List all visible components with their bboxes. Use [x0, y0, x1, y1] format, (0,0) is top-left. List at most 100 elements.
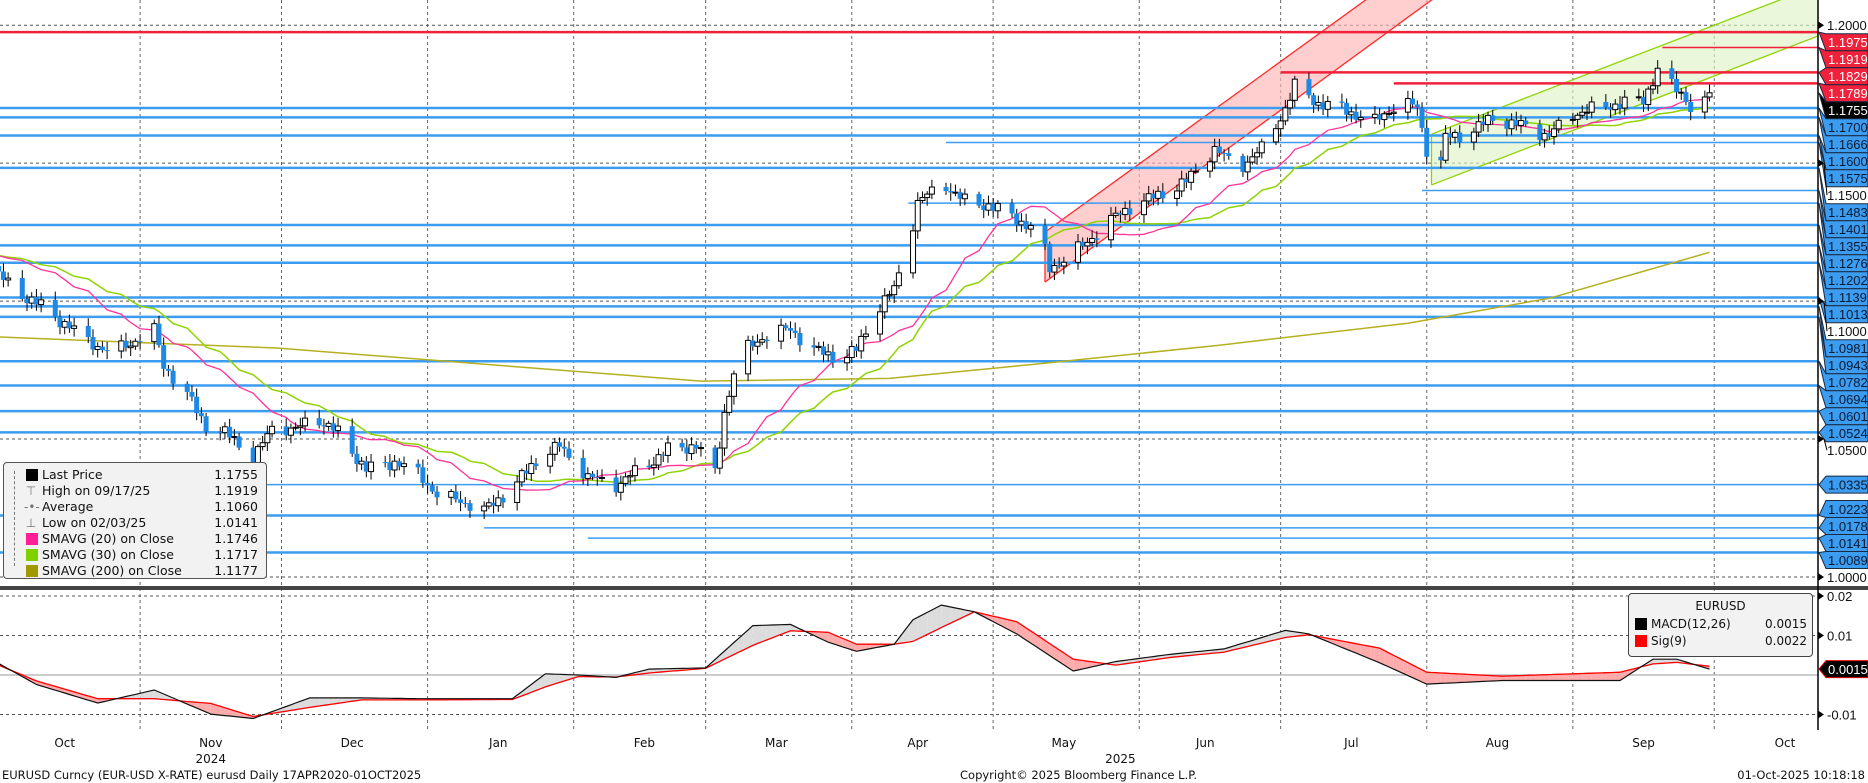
- legend-row: SMAVG (20) on Close 1.1746: [14, 531, 260, 547]
- macd-histogram-fill: [1577, 673, 1583, 681]
- macd-histogram-fill: [724, 646, 730, 660]
- candle-down: [792, 330, 798, 333]
- level-price-label: [1818, 316, 1868, 375]
- macd-histogram-fill: [1610, 672, 1616, 681]
- macd-histogram-fill: [224, 707, 230, 717]
- candle-down: [458, 499, 464, 503]
- candle-up: [650, 464, 657, 468]
- month-label: Oct: [54, 736, 75, 750]
- candle-down: [561, 446, 567, 449]
- candle-down: [316, 418, 322, 426]
- candle-down: [1414, 104, 1420, 108]
- macd-histogram-fill: [1266, 634, 1272, 642]
- candle-down: [429, 485, 435, 492]
- macd-histogram-fill: [1063, 652, 1069, 668]
- candle-up: [1140, 200, 1147, 216]
- candle-down: [283, 426, 289, 436]
- candle-down: [1377, 114, 1383, 120]
- macd-histogram-fill: [328, 697, 334, 705]
- candle-down: [363, 461, 369, 472]
- macd-histogram-fill: [1280, 630, 1286, 639]
- tick-arrow-icon: [1818, 297, 1824, 306]
- candle-down: [349, 426, 355, 454]
- macd-last-label: [1818, 660, 1868, 679]
- macd-histogram-fill: [757, 625, 763, 644]
- legend-value: 1.1717: [214, 547, 258, 562]
- candle-down: [24, 299, 30, 304]
- macd-histogram-fill: [187, 701, 192, 707]
- macd-histogram-fill: [1059, 649, 1064, 665]
- level-price-label: [1818, 424, 1868, 443]
- candle-up: [891, 285, 898, 296]
- candle-down: [321, 425, 327, 427]
- macd-histogram-fill: [1035, 634, 1041, 650]
- candle-up: [914, 199, 921, 232]
- macd-histogram-fill: [1445, 673, 1451, 684]
- candle-up: [1291, 78, 1298, 101]
- candle-down: [1150, 193, 1156, 199]
- candle-down: [161, 345, 167, 369]
- candle-down: [1546, 133, 1552, 137]
- macd-histogram-fill: [1450, 673, 1456, 683]
- candle-up: [1173, 190, 1180, 199]
- macd-histogram-fill: [1374, 647, 1380, 663]
- macd-histogram-fill: [1652, 659, 1658, 664]
- candle-up: [778, 324, 785, 342]
- macd-histogram-fill: [1360, 644, 1366, 657]
- macd-histogram-fill: [319, 697, 324, 707]
- candle-up: [1348, 111, 1355, 116]
- price-tick-label: 1.0000: [1827, 570, 1867, 585]
- candle-up: [919, 197, 926, 201]
- legend-label: High on 09/17/25: [42, 483, 151, 498]
- macd-label: MACD(12,26): [1651, 617, 1731, 631]
- level-price-label: [1818, 500, 1868, 518]
- legend-label: Last Price: [42, 467, 103, 482]
- macd-tick-label: 0.01: [1827, 629, 1852, 644]
- macd-histogram-fill: [1671, 659, 1677, 663]
- macd-histogram-fill: [941, 605, 947, 628]
- level-price-label: [1818, 245, 1868, 290]
- macd-histogram-fill: [649, 668, 654, 674]
- candle-up: [1485, 114, 1492, 126]
- candle-down: [976, 194, 982, 206]
- candle-up: [754, 341, 761, 347]
- level-price-value: 1.0141: [1828, 536, 1868, 551]
- macd-histogram-fill: [771, 624, 777, 639]
- candle-up: [1555, 119, 1562, 130]
- macd-histogram-fill: [1290, 631, 1295, 637]
- candle-down: [1160, 191, 1166, 199]
- month-label: Jan: [488, 736, 508, 750]
- macd-histogram-fill: [1040, 637, 1045, 653]
- signal-value: 0.0022: [1765, 634, 1807, 648]
- candle-down: [66, 321, 72, 329]
- legend-value: 1.1177: [214, 563, 258, 578]
- macd-histogram-fill: [865, 644, 871, 650]
- macd-histogram-fill: [1601, 672, 1606, 681]
- candle-up: [1508, 119, 1515, 130]
- macd-histogram-fill: [1483, 675, 1489, 682]
- candle-up: [94, 346, 101, 351]
- candle-up: [325, 422, 332, 427]
- candle-up: [127, 345, 134, 349]
- candle-down: [948, 191, 954, 193]
- tick-arrow-icon: [1818, 573, 1824, 581]
- level-price-label: [1818, 361, 1868, 392]
- candle-down: [85, 325, 91, 338]
- macd-histogram-fill: [1459, 673, 1465, 683]
- macd-histogram-fill: [1535, 674, 1540, 681]
- candle-up: [368, 461, 375, 473]
- level-price-label: [1818, 475, 1868, 494]
- level-price-label: [1818, 297, 1868, 324]
- macd-histogram-fill: [1488, 675, 1493, 682]
- candle-down: [1080, 241, 1086, 246]
- candle-up: [617, 482, 624, 493]
- month-label: Jun: [1195, 736, 1215, 750]
- macd-histogram-fill: [1275, 631, 1281, 640]
- candle-down: [787, 328, 793, 331]
- candle-down: [613, 477, 619, 493]
- macd-histogram-fill: [832, 634, 838, 646]
- level-price-value: 1.0601: [1828, 409, 1868, 424]
- signal-line: [0, 611, 1710, 718]
- candle-up: [1588, 101, 1595, 113]
- candle-down: [425, 482, 431, 486]
